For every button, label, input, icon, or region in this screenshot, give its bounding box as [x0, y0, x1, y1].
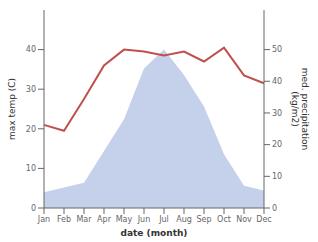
svg-text:30: 30: [26, 85, 36, 94]
svg-text:med. precipitation: med. precipitation: [300, 68, 310, 150]
svg-text:Jul: Jul: [158, 215, 169, 224]
svg-text:Sep: Sep: [196, 215, 211, 224]
svg-text:date (month): date (month): [121, 228, 188, 238]
svg-text:Dec: Dec: [256, 215, 271, 224]
svg-text:Jan: Jan: [37, 215, 50, 224]
svg-text:Oct: Oct: [217, 215, 231, 224]
svg-text:Nov: Nov: [236, 215, 252, 224]
svg-text:Mar: Mar: [76, 215, 92, 224]
svg-text:Aug: Aug: [176, 215, 192, 224]
svg-text:40: 40: [272, 77, 282, 86]
svg-text:40: 40: [26, 45, 36, 54]
svg-text:0: 0: [31, 204, 36, 213]
svg-text:May: May: [116, 215, 133, 224]
svg-text:50: 50: [272, 45, 282, 54]
svg-text:10: 10: [26, 164, 36, 173]
svg-text:max temp (C): max temp (C): [8, 78, 17, 140]
svg-text:30: 30: [272, 109, 282, 118]
svg-text:0: 0: [272, 204, 277, 213]
svg-text:Apr: Apr: [97, 215, 112, 224]
svg-text:(kg/m2): (kg/m2): [290, 91, 300, 126]
svg-text:10: 10: [272, 172, 282, 181]
svg-text:20: 20: [272, 140, 282, 149]
svg-text:Feb: Feb: [57, 215, 71, 224]
svg-text:Jun: Jun: [137, 215, 151, 224]
svg-text:20: 20: [26, 125, 36, 134]
